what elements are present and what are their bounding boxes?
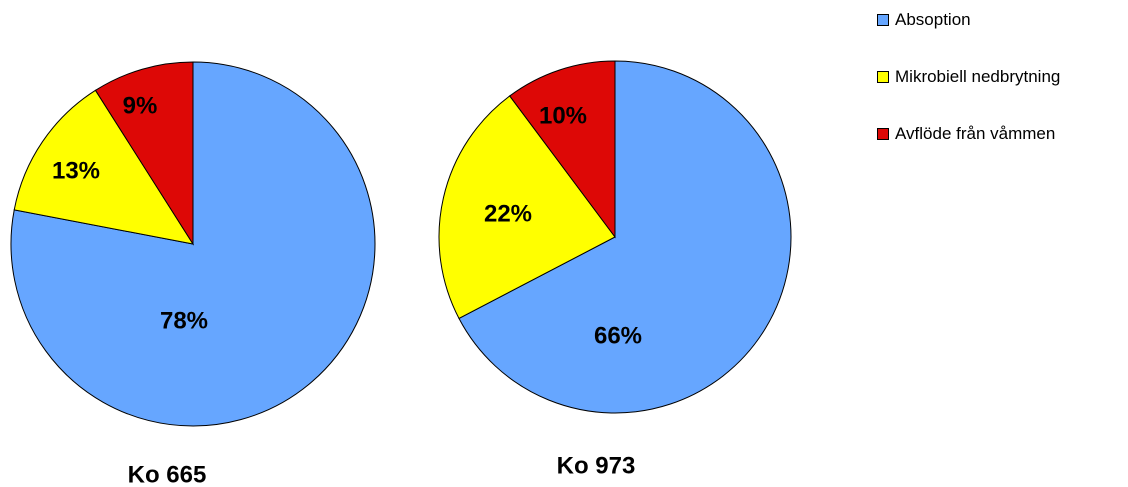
- legend-item-mikrobiell-nedbrytning: Mikrobiell nedbrytning: [877, 67, 1127, 87]
- legend-item-avflode-fran-vammen: Avflöde från våmmen: [877, 124, 1127, 144]
- slice-label-mikrobiell-nedbrytning: 22%: [484, 200, 532, 227]
- pie-chart-ko-665: 78% 13% 9% Ko 665: [10, 61, 376, 487]
- legend-label-avflode-fran-vammen: Avflöde från våmmen: [895, 124, 1056, 143]
- pie-slice-avflode-fran-vammen: [509, 60, 616, 239]
- pie-slice-absoption: [458, 60, 792, 414]
- legend-swatch-mikrobiell-nedbrytning: [877, 71, 889, 83]
- pie-slice-mikrobiell-nedbrytning: [438, 95, 616, 320]
- slice-label-mikrobiell-nedbrytning: 13%: [52, 157, 100, 184]
- legend-item-absoption: Absoption: [877, 10, 1127, 30]
- legend-label-mikrobiell-nedbrytning: Mikrobiell nedbrytning: [895, 67, 1061, 86]
- pie-title: Ko 665: [128, 461, 207, 487]
- slice-label-avflode-fran-vammen: 9%: [123, 92, 158, 119]
- slice-label-absoption: 66%: [594, 322, 642, 349]
- legend-label-absoption: Absoption: [895, 10, 971, 29]
- legend: Absoption Mikrobiell nedbrytning Avflöde…: [877, 10, 1127, 181]
- legend-swatch-absoption: [877, 14, 889, 26]
- slice-label-avflode-fran-vammen: 10%: [539, 102, 587, 129]
- pie-slice-avflode-fran-vammen: [94, 61, 194, 246]
- slice-label-absoption: 78%: [160, 307, 208, 334]
- pie-slice-mikrobiell-nedbrytning: [13, 89, 195, 245]
- legend-swatch-avflode-fran-vammen: [877, 128, 889, 140]
- pie-title: Ko 973: [557, 452, 636, 479]
- pie-chart-ko-973: 66% 22% 10% Ko 973: [438, 60, 792, 479]
- pie-slice-absoption: [10, 61, 376, 427]
